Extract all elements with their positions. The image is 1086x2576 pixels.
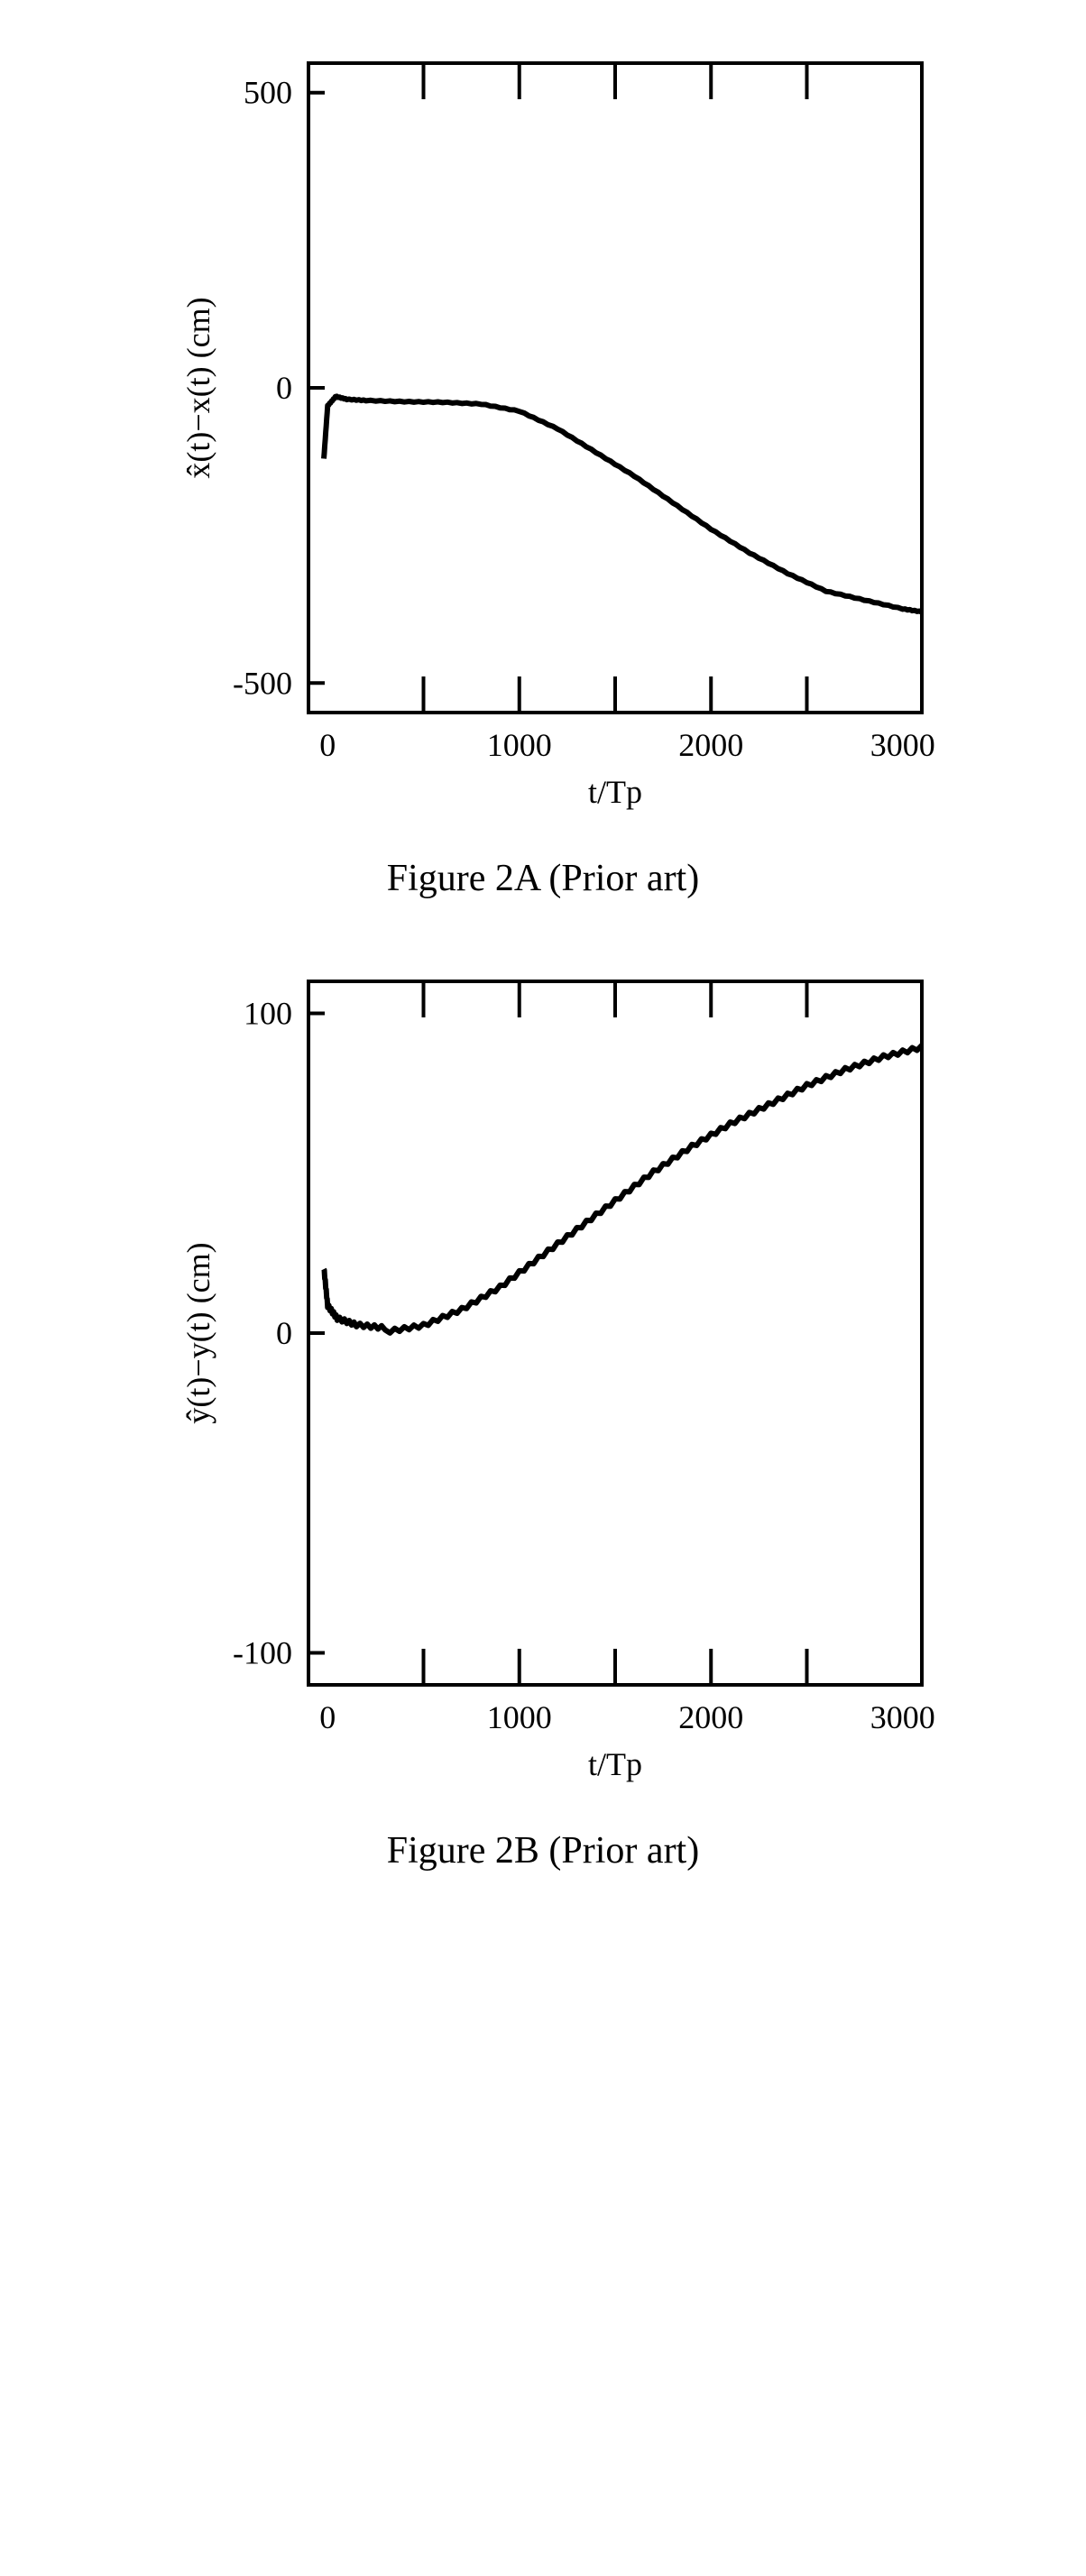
svg-text:-500: -500 <box>233 665 292 701</box>
svg-text:x̂(t)−x(t) (cm): x̂(t)−x(t) (cm) <box>180 297 216 478</box>
svg-text:3000: 3000 <box>870 1699 935 1735</box>
svg-text:1000: 1000 <box>487 727 552 763</box>
svg-text:t/Tp: t/Tp <box>588 774 642 810</box>
chart-b: -10001000100020003000t/Tpŷ(t)−y(t) (cm) <box>137 954 949 1802</box>
figure-a-caption: Figure 2A (Prior art) <box>387 857 699 900</box>
svg-text:100: 100 <box>244 995 292 1031</box>
svg-text:-100: -100 <box>233 1635 292 1671</box>
figure-b-caption: Figure 2B (Prior art) <box>387 1829 699 1872</box>
figure-b-block: -10001000100020003000t/Tpŷ(t)−y(t) (cm)… <box>137 954 949 1872</box>
svg-text:2000: 2000 <box>678 727 743 763</box>
svg-text:500: 500 <box>244 75 292 111</box>
svg-text:0: 0 <box>276 1315 292 1351</box>
svg-text:0: 0 <box>319 1699 336 1735</box>
svg-text:2000: 2000 <box>678 1699 743 1735</box>
figure-a-block: -500 0 500 0 1000 2000 3000 t/Tp x̂(t)−x(t) (cm)… <box>137 36 949 900</box>
svg-text:0: 0 <box>319 727 336 763</box>
svg-text:1000: 1000 <box>487 1699 552 1735</box>
svg-text:ŷ(t)−y(t) (cm): ŷ(t)−y(t) (cm) <box>180 1242 216 1423</box>
svg-text:3000: 3000 <box>870 727 935 763</box>
chart-a: -500 0 500 0 1000 2000 3000 t/Tp x̂(t)−x(t) (cm) <box>137 36 949 830</box>
svg-text:0: 0 <box>276 370 292 406</box>
svg-text:t/Tp: t/Tp <box>588 1746 642 1782</box>
